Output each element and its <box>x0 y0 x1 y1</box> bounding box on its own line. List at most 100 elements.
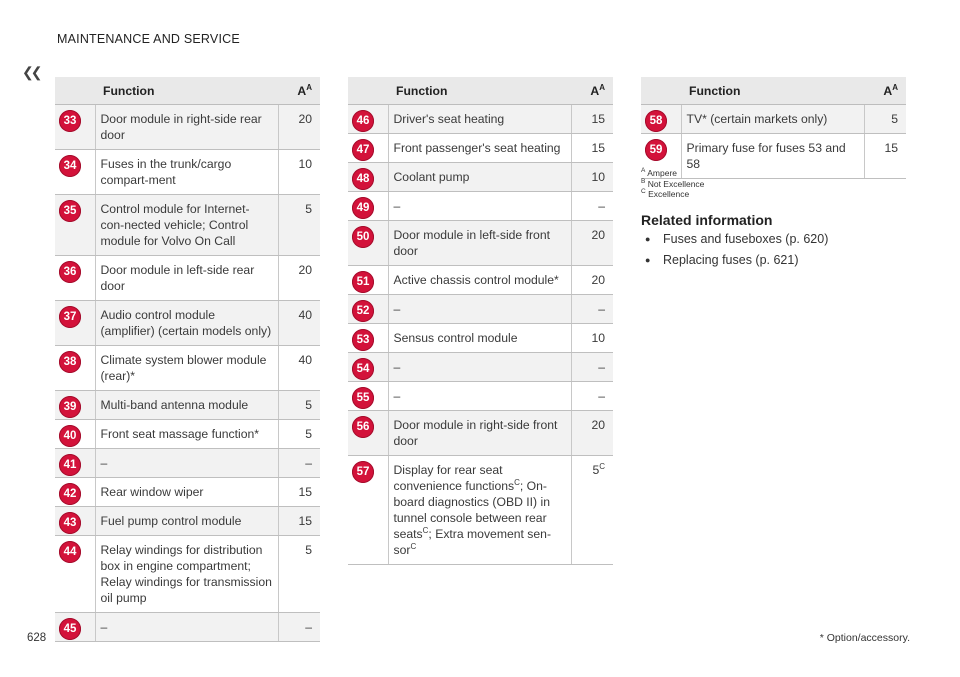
fuse-number-badge: 55 <box>352 387 374 409</box>
fuse-number-cell: 55 <box>348 381 389 411</box>
column-header-ampere: AA <box>278 77 320 105</box>
fuse-number-badge: 33 <box>59 110 81 132</box>
fuse-number-cell: 59 <box>641 133 682 179</box>
fuse-function: Display for rear seat convenience functi… <box>388 455 571 565</box>
table-row: 43 Fuel pump control module 15 <box>55 506 320 536</box>
fuse-number-badge: 41 <box>59 454 81 476</box>
fuse-number-badge: 42 <box>59 483 81 505</box>
fuse-number-cell: 33 <box>55 104 96 150</box>
fuse-function: Coolant pump <box>388 162 571 192</box>
fuse-number-cell: 51 <box>348 265 389 295</box>
fuse-number-cell: 36 <box>55 255 96 301</box>
table-row: 33 Door module in right-side rear door 20 <box>55 104 320 150</box>
fuse-ampere: 5 <box>277 194 320 256</box>
fuse-number-cell: 41 <box>55 448 96 478</box>
table-row: 35 Control module for Internet-con-nected… <box>55 194 320 256</box>
fuse-number-cell: 50 <box>348 220 389 266</box>
fuse-ampere: 15 <box>277 477 320 507</box>
fuse-number-cell: 56 <box>348 410 389 456</box>
fuse-function: Door module in left-side front door <box>388 220 571 266</box>
fuse-function: Sensus control module <box>388 323 571 353</box>
table-row: 45– – <box>55 612 320 642</box>
fuse-ampere: 5 <box>277 535 320 613</box>
fuse-number-badge: 45 <box>59 618 81 640</box>
fuse-ampere: – <box>570 352 613 382</box>
fuse-number-badge: 56 <box>352 416 374 438</box>
fuse-number-cell: 42 <box>55 477 96 507</box>
fuse-number-badge: 40 <box>59 425 81 447</box>
table-row: 53 Sensus control module 10 <box>348 323 613 353</box>
fuse-function: – <box>388 352 571 382</box>
fuse-number-cell: 58 <box>641 104 682 134</box>
fuse-function: Door module in right-side rear door <box>95 104 278 150</box>
option-footnote: * Option/accessory. <box>819 632 910 644</box>
table-row: 44 Relay windings for distribution box in… <box>55 535 320 613</box>
fuse-number-cell: 46 <box>348 104 389 134</box>
table-row: 37 Audio control module (amplifier) (cert… <box>55 300 320 346</box>
fuse-number-badge: 36 <box>59 261 81 283</box>
table-notes: A Ampere B Not Excellence C Excellence <box>641 167 704 200</box>
fuse-number-cell: 49 <box>348 191 389 221</box>
fuse-number-badge: 34 <box>59 155 81 177</box>
fuse-number-cell: 57 <box>348 455 389 565</box>
fuse-number-cell: 45 <box>55 612 96 642</box>
related-link-fuses-and-fuseboxes[interactable]: ● Fuses and fuseboxes (p. 620) <box>645 232 829 246</box>
fuse-number-cell: 47 <box>348 133 389 163</box>
fuse-number-cell: 40 <box>55 419 96 449</box>
column-header-number <box>641 77 681 105</box>
fuse-ampere: 20 <box>277 104 320 150</box>
fuse-ampere: 10 <box>277 149 320 195</box>
table-row: 39 Multi-band antenna module 5 <box>55 390 320 420</box>
related-information-list: ● Fuses and fuseboxes (p. 620) ● Replacing… <box>645 231 828 273</box>
fuse-number-cell: 52 <box>348 294 389 324</box>
fuse-table-2: Function AA 46 Driver's seat heating 15 47 F… <box>348 77 613 565</box>
fuse-number-cell: 35 <box>55 194 96 256</box>
fuse-ampere: – <box>570 191 613 221</box>
fuse-number-cell: 39 <box>55 390 96 420</box>
fuse-ampere: 15 <box>570 104 613 134</box>
fuse-number-badge: 49 <box>352 197 374 219</box>
fuse-function: Driver's seat heating <box>388 104 571 134</box>
fuse-ampere: 40 <box>277 300 320 346</box>
fuse-number-cell: 48 <box>348 162 389 192</box>
table-row: 34 Fuses in the trunk/cargo compart-ment 1… <box>55 149 320 195</box>
fuse-number-badge: 38 <box>59 351 81 373</box>
bullet-icon: ● <box>645 234 651 244</box>
fuse-number-badge: 39 <box>59 396 81 418</box>
fuse-ampere: 15 <box>277 506 320 536</box>
fuse-number-cell: 54 <box>348 352 389 382</box>
fuse-number-badge: 58 <box>645 110 667 132</box>
note-a: A Ampere <box>641 167 678 178</box>
related-link-replacing-fuses[interactable]: ● Replacing fuses (p. 621) <box>645 253 799 267</box>
fuse-ampere: – <box>570 294 613 324</box>
fuse-number-cell: 34 <box>55 149 96 195</box>
fuse-function: TV* (certain markets only) <box>681 104 864 134</box>
fuse-number-badge: 47 <box>352 139 374 161</box>
fuse-ampere: 5 <box>277 390 320 420</box>
fuse-function: Multi-band antenna module <box>95 390 278 420</box>
table-row: 38 Climate system blower module (rear)* 40 <box>55 345 320 391</box>
fuse-ampere: 5 <box>863 104 906 134</box>
table-row: 42 Rear window wiper 15 <box>55 477 320 507</box>
fuse-function: – <box>388 381 571 411</box>
fuse-ampere: 15 <box>863 133 906 179</box>
fuse-function: – <box>95 612 278 642</box>
table-row: 47 Front passenger's seat heating 15 <box>348 133 613 163</box>
fuse-number-badge: 37 <box>59 306 81 328</box>
fuse-function: Fuses in the trunk/cargo compart-ment <box>95 149 278 195</box>
double-chevron-left-icon[interactable]: ❮❮ <box>22 64 43 80</box>
column-header-ampere: AA <box>864 77 906 105</box>
fuse-ampere: 20 <box>570 265 613 295</box>
fuse-ampere: – <box>277 448 320 478</box>
fuse-table-1: Function AA 33 Door module in right-side … <box>55 77 320 642</box>
fuse-ampere: 10 <box>570 323 613 353</box>
table-row: 54– – <box>348 352 613 382</box>
fuse-ampere: 20 <box>277 255 320 301</box>
fuse-function: Front seat massage function* <box>95 419 278 449</box>
table-row: 56 Door module in right-side front door 20 <box>348 410 613 456</box>
fuse-ampere: 10 <box>570 162 613 192</box>
fuse-number-badge: 43 <box>59 512 81 534</box>
fuse-function: – <box>95 448 278 478</box>
fuse-number-badge: 54 <box>352 358 374 380</box>
fuse-number-badge: 50 <box>352 226 374 248</box>
